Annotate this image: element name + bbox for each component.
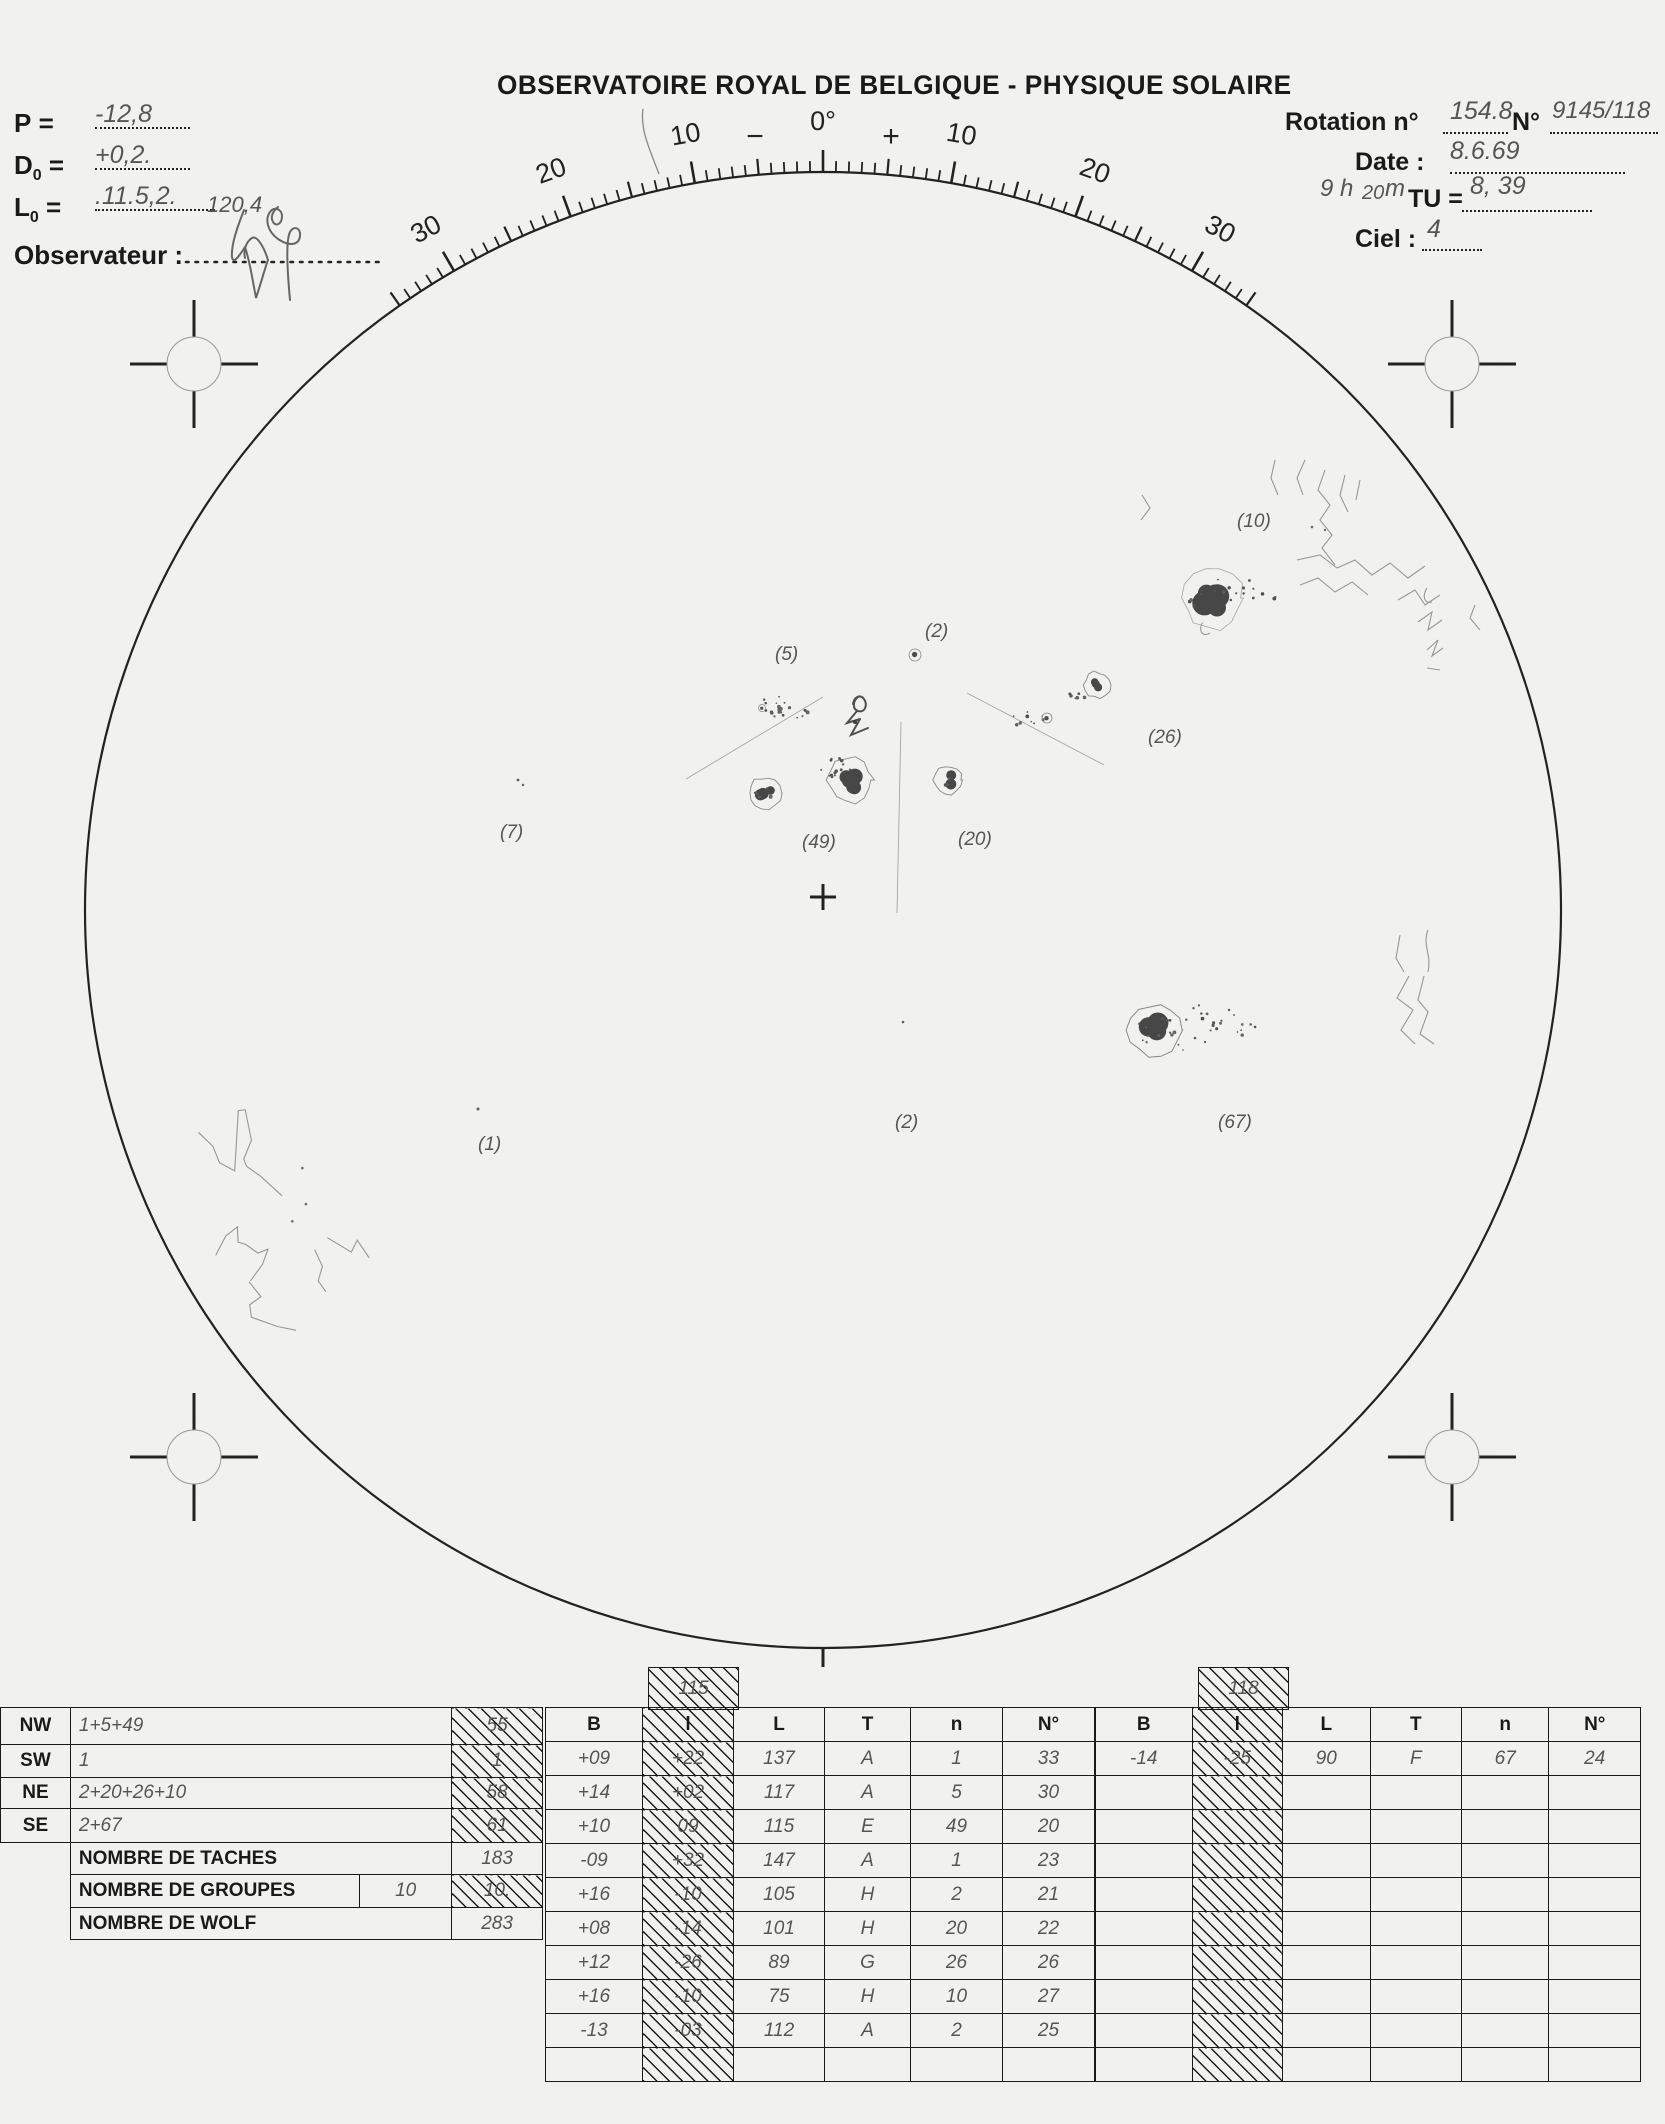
svg-text:(26): (26) [1148,727,1182,748]
svg-text:(49): (49) [802,832,836,853]
svg-text:(2): (2) [895,1112,918,1133]
svg-text:(10): (10) [1237,511,1271,532]
svg-text:30: 30 [405,209,446,250]
svg-text:(7): (7) [500,822,523,843]
svg-text:+: + [882,120,900,153]
svg-text:(67): (67) [1218,1112,1252,1133]
svg-text:20: 20 [1076,151,1114,189]
svg-text:−: − [746,120,764,153]
svg-text:(2): (2) [925,621,948,642]
svg-text:30: 30 [1200,209,1241,250]
svg-text:10: 10 [668,117,703,152]
svg-text:10: 10 [944,117,979,152]
svg-text:0°: 0° [810,106,836,136]
svg-text:(1): (1) [478,1134,501,1155]
svg-text:(20): (20) [958,829,992,850]
svg-text:20: 20 [532,151,570,189]
svg-text:(5): (5) [775,644,798,665]
